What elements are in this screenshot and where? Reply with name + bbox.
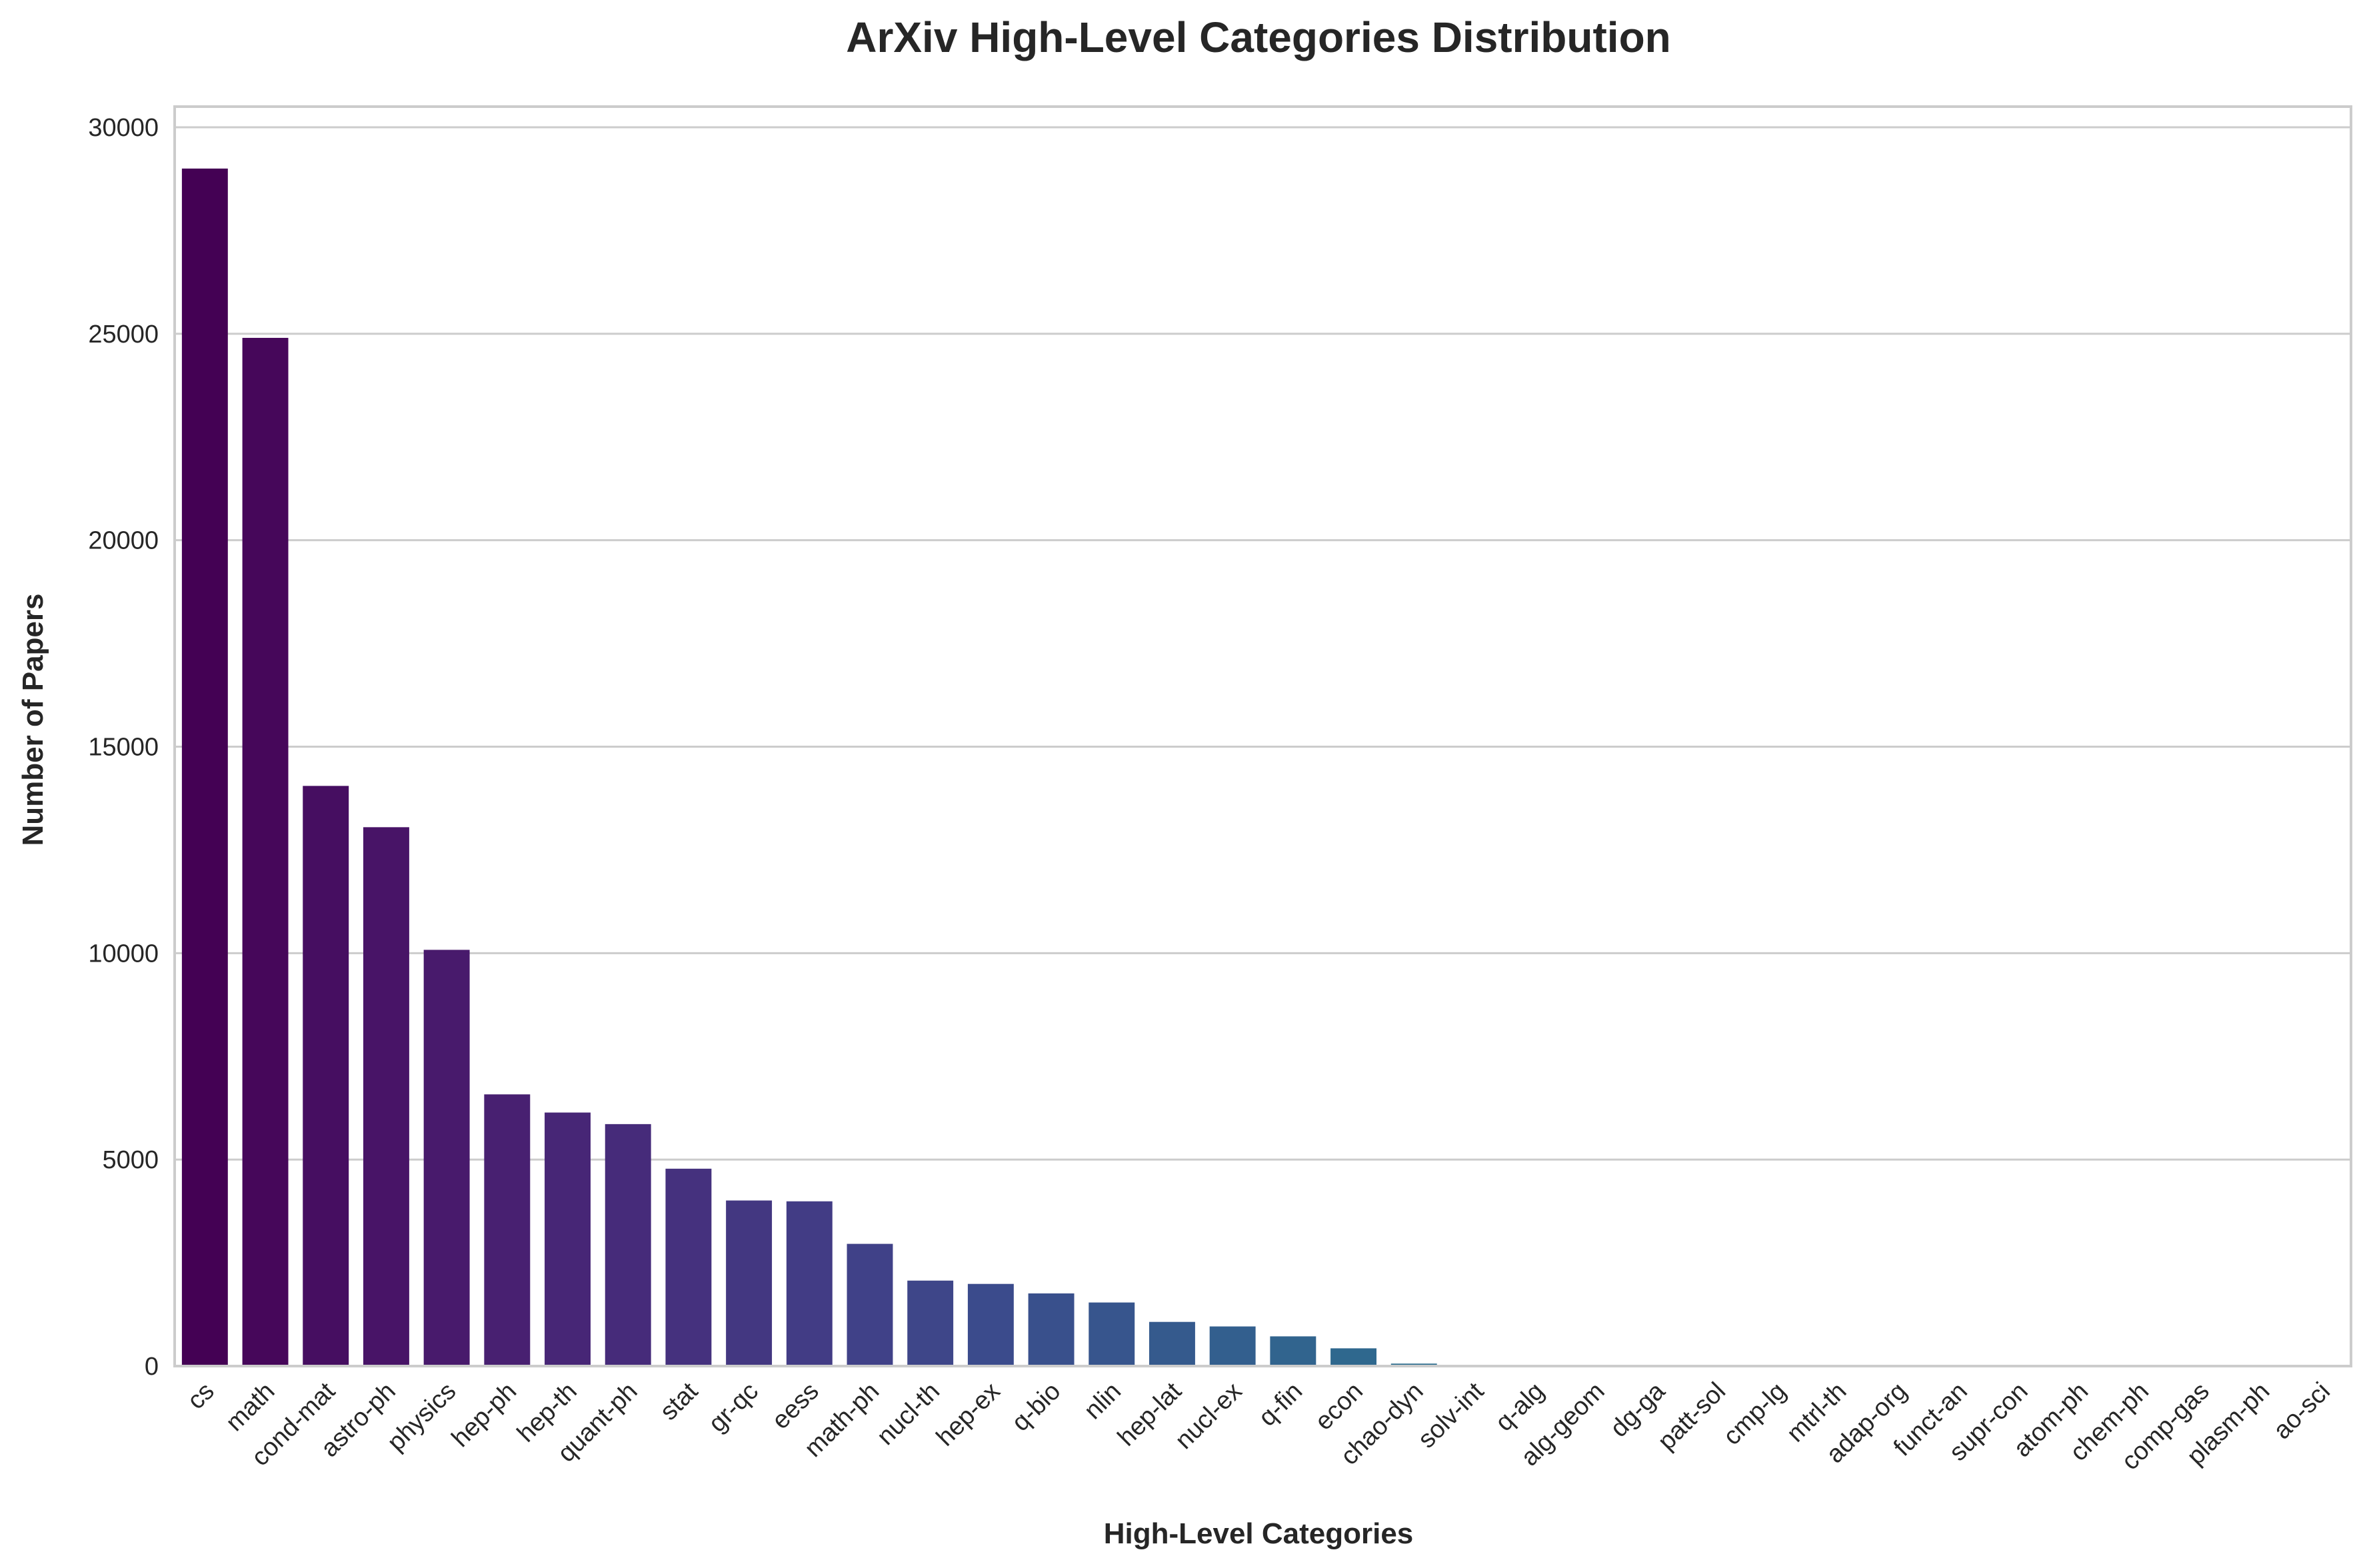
x-tick-label: hep-ex <box>931 1377 1006 1452</box>
x-tick-label: q-fin <box>1253 1377 1308 1432</box>
bar-q-bio <box>1028 1293 1075 1366</box>
x-axis-label: High-Level Categories <box>1104 1517 1414 1550</box>
bar-quant-ph <box>605 1124 651 1366</box>
bar-cond-mat <box>303 786 349 1366</box>
x-tick-label: stat <box>655 1377 703 1425</box>
y-tick-label: 15000 <box>88 733 159 761</box>
x-tick-label: gr-qc <box>703 1377 764 1438</box>
bar-math <box>242 338 289 1367</box>
y-tick-label: 25000 <box>88 321 159 349</box>
bar-eess <box>786 1201 833 1366</box>
bar-stat <box>665 1168 712 1366</box>
bar-gr-qc <box>726 1200 773 1366</box>
x-tick-label: nucl-ex <box>1170 1377 1247 1455</box>
y-tick-labels: 0 5000 10000 15000 20000 25000 30000 <box>88 114 159 1381</box>
bar-q-fin <box>1270 1336 1316 1366</box>
bar-nucl-th <box>907 1280 954 1366</box>
y-tick-label: 0 <box>145 1353 159 1381</box>
x-tick-label: hep-ph <box>447 1377 522 1453</box>
y-tick-label: 20000 <box>88 527 159 555</box>
x-tick-label: ao-sci <box>2268 1377 2336 1445</box>
bar-cs <box>181 168 228 1367</box>
bar-hep-ex <box>967 1283 1014 1366</box>
x-tick-label: cs <box>182 1377 220 1415</box>
x-tick-label: patt-sol <box>1652 1377 1731 1456</box>
x-tick-label: nucl-th <box>872 1377 945 1451</box>
y-tick-label: 30000 <box>88 114 159 142</box>
bar-hep-th <box>545 1112 591 1366</box>
bar-astro-ph <box>363 827 409 1366</box>
chart-title: ArXiv High-Level Categories Distribution <box>846 13 1671 61</box>
plot-frame <box>173 105 2352 1367</box>
bar-nlin <box>1089 1302 1135 1366</box>
x-tick-label: solv-int <box>1412 1377 1489 1453</box>
x-tick-label: physics <box>382 1377 461 1457</box>
x-tick-label: cmp-lg <box>1718 1377 1791 1451</box>
y-tick-label: 10000 <box>88 940 159 968</box>
grid-layer <box>175 126 2351 1367</box>
x-tick-labels: cs mathcond-matastro-phphysicshep-phhep-t… <box>182 1377 2336 1475</box>
bar-hep-ph <box>484 1094 531 1366</box>
bar-hep-lat <box>1149 1321 1195 1366</box>
bar-layer <box>181 168 2344 1367</box>
x-tick-label: q-bio <box>1007 1377 1066 1437</box>
y-axis-label: Number of Papers <box>17 594 49 846</box>
bar-econ <box>1330 1348 1377 1366</box>
bar-nucl-ex <box>1209 1326 1256 1366</box>
y-tick-label: 5000 <box>102 1146 159 1174</box>
bar-math-ph <box>847 1243 893 1366</box>
x-tick-label: nlin <box>1079 1377 1127 1425</box>
bar-physics <box>423 950 470 1366</box>
